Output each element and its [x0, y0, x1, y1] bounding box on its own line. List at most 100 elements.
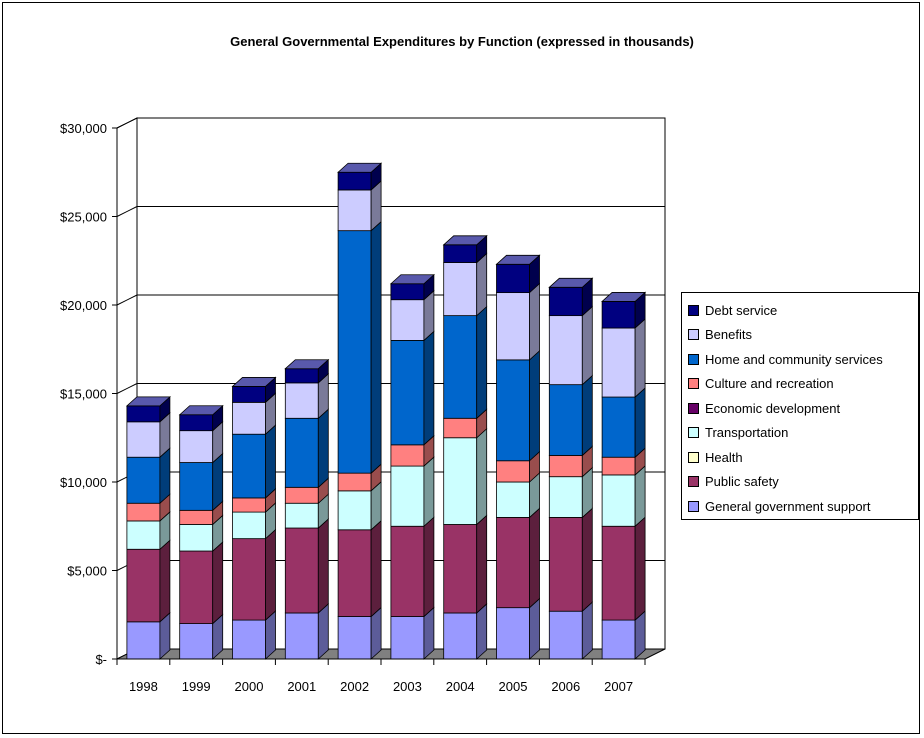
bar-side [581, 601, 593, 660]
bar-segment [284, 372, 329, 420]
bar-face [126, 421, 161, 458]
bar-side [317, 408, 329, 489]
bar-segment [126, 611, 171, 660]
bar-face [179, 623, 214, 660]
bar-side [529, 349, 540, 462]
bar-segment [337, 162, 383, 191]
bar-face [126, 548, 161, 623]
bar-segment [390, 516, 435, 618]
legend-label: Transportation [705, 425, 789, 441]
bar-segment [179, 541, 224, 625]
legend-item: Culture and recreation [688, 372, 918, 397]
x-tick-label: 2006 [551, 679, 580, 694]
bar-face [284, 527, 319, 614]
bar-face [443, 437, 478, 525]
bar-top [231, 377, 277, 387]
legend-swatch [688, 378, 699, 390]
x-tick-label: 2001 [287, 679, 316, 694]
bar-side [370, 220, 382, 475]
bar-segment [126, 493, 171, 522]
bar-segment [548, 277, 594, 317]
bar-segment [548, 305, 593, 386]
bar-segment [232, 392, 276, 436]
legend-item: Home and community services [688, 347, 918, 372]
legend-item: Debt service [688, 298, 918, 323]
bar-face [390, 444, 425, 467]
bar-segment [125, 395, 171, 423]
bar-side [634, 387, 646, 459]
bar-face [232, 386, 266, 403]
bar-face [232, 433, 266, 499]
bar-face [390, 299, 425, 341]
bar-face [390, 465, 425, 527]
legend-swatch [688, 353, 699, 365]
bar-side [476, 252, 488, 317]
bar-face [232, 538, 266, 621]
legend-label: Public safety [705, 474, 779, 490]
legend-item: Health [688, 445, 918, 470]
bar-segment [443, 427, 488, 526]
y-axis-ticks: $- $5,000 $10,000 $15,000 $20,000 $25,000 $30,… [60, 121, 118, 667]
bar-segment [337, 606, 382, 660]
legend-label: Economic development [705, 400, 841, 416]
bar-face [496, 481, 530, 518]
bar-face [232, 511, 266, 540]
bar-segment [337, 480, 382, 531]
bar-stack-2001 [284, 358, 330, 660]
bar-top [442, 235, 488, 246]
bar-segment [232, 528, 276, 621]
bar-face [126, 405, 161, 423]
bar-face [496, 517, 530, 609]
legend-label: Health [705, 449, 743, 465]
bar-segment [179, 500, 224, 526]
y-tick-label: $20,000 [60, 298, 107, 313]
bar-face [496, 263, 530, 294]
bar-side [423, 516, 435, 618]
bar-face [390, 283, 425, 301]
legend-item: Economic development [688, 396, 918, 421]
bar-side [476, 305, 488, 420]
bar-face [601, 456, 636, 476]
bar-face [337, 230, 372, 474]
x-tick-label: 2000 [235, 679, 264, 694]
bar-top [178, 405, 224, 416]
gridline-side [116, 294, 138, 306]
bar-side [423, 330, 435, 446]
gridline-side [116, 206, 138, 217]
bar-face [548, 476, 583, 518]
y-tick-label: $- [95, 652, 107, 667]
bar-top [495, 254, 541, 265]
bar-side [317, 518, 329, 614]
bar-face [496, 607, 530, 660]
bar-side [581, 507, 593, 613]
bar-segment [284, 408, 329, 489]
bar-face [284, 486, 319, 504]
chart-title: General Governmental Expenditures by Fun… [230, 34, 694, 49]
bar-side [529, 597, 540, 660]
x-tick-label: 2003 [393, 679, 422, 694]
bar-face [126, 502, 161, 522]
bar-segment [390, 434, 435, 467]
legend-swatch [688, 476, 699, 488]
bar-segment [601, 610, 646, 660]
bar-stack-1999 [178, 404, 224, 660]
bar-segment [179, 452, 224, 512]
bar-face [443, 524, 478, 614]
bar-stack-2006 [548, 277, 594, 660]
bar-face [179, 524, 214, 552]
bar-segment [284, 493, 329, 529]
bar-face [443, 244, 478, 263]
legend-item: Benefits [688, 323, 918, 348]
gridline-side [116, 117, 138, 129]
bar-side [529, 282, 540, 361]
bar-top [548, 277, 594, 288]
bar-face [126, 456, 161, 504]
bar-face [337, 171, 372, 191]
legend-swatch [688, 304, 699, 316]
bar-face [601, 327, 636, 398]
y-tick-label: $10,000 [60, 475, 107, 490]
bar-segment [601, 318, 646, 398]
bar-face [390, 339, 425, 446]
bar-face [443, 417, 478, 439]
bar-side [476, 427, 488, 526]
